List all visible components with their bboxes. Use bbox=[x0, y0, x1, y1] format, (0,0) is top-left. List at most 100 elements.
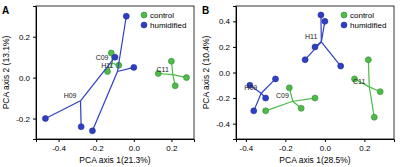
tick-mark bbox=[364, 139, 365, 142]
group-label: H09 bbox=[244, 84, 257, 91]
legend-marker bbox=[141, 12, 147, 18]
legend: controlhumidified bbox=[138, 8, 192, 32]
point bbox=[312, 44, 318, 50]
legend-entry: humidified bbox=[141, 21, 186, 30]
spider-line bbox=[118, 16, 127, 71]
tick-mark bbox=[33, 119, 36, 120]
point bbox=[318, 12, 324, 18]
legend-label: control bbox=[150, 11, 174, 20]
tick: 0.0 bbox=[219, 69, 236, 78]
y-axis-title: PCA axis 2 (13.1%) bbox=[1, 35, 11, 109]
spider-line bbox=[45, 101, 80, 119]
legend: controlhumidified bbox=[338, 8, 392, 32]
tick-label: 0.2 bbox=[359, 144, 371, 153]
point bbox=[263, 108, 269, 114]
point bbox=[263, 95, 269, 101]
legend-label: humidified bbox=[150, 21, 186, 30]
tick-label: 0.2 bbox=[19, 33, 31, 42]
y-axis-title: PCA axis 2 (10.4%) bbox=[201, 35, 211, 109]
tick-label: 0.4 bbox=[219, 17, 231, 26]
tick-label: 0.0 bbox=[19, 74, 31, 83]
spider-line bbox=[81, 57, 115, 101]
tick-mark bbox=[285, 139, 286, 142]
point bbox=[365, 57, 371, 63]
legend-marker bbox=[141, 22, 147, 28]
tick: -0.2 bbox=[90, 139, 104, 153]
tick: -0.4 bbox=[239, 139, 253, 153]
tick: -0.2 bbox=[279, 139, 293, 153]
tick-mark bbox=[96, 139, 97, 142]
point bbox=[123, 13, 129, 19]
x-axis-title: PCA axis 1(21.3%) bbox=[79, 155, 151, 165]
legend-box bbox=[138, 8, 192, 32]
group-label: H11 bbox=[305, 33, 317, 40]
tick-mark bbox=[246, 139, 247, 142]
tick-mark bbox=[233, 21, 236, 22]
axis-line bbox=[33, 7, 37, 140]
tick-label: 0.0 bbox=[129, 144, 141, 153]
point bbox=[251, 108, 257, 114]
legend-label: control bbox=[350, 11, 374, 20]
point bbox=[312, 95, 318, 101]
spider-line bbox=[266, 101, 293, 111]
tick-mark bbox=[33, 78, 36, 79]
y-axis: -0.2 0.0 0.2 bbox=[16, 7, 36, 140]
legend-label: humidified bbox=[350, 21, 386, 30]
legend-entry: control bbox=[141, 11, 174, 20]
spider-line bbox=[92, 71, 117, 130]
tick-label: 0.2 bbox=[219, 43, 231, 52]
tick: 0.0 bbox=[320, 139, 332, 153]
spider-line bbox=[293, 98, 315, 101]
group-label: H11 bbox=[101, 62, 113, 69]
tick-label: -0.2 bbox=[90, 144, 104, 153]
tick-label: 0.2 bbox=[166, 144, 178, 153]
point bbox=[286, 85, 292, 91]
spider-line bbox=[305, 42, 321, 60]
legend-marker bbox=[341, 22, 347, 28]
point bbox=[322, 18, 328, 24]
point bbox=[371, 114, 377, 120]
point bbox=[298, 105, 304, 111]
tick: 0.0 bbox=[129, 139, 141, 153]
axis-line bbox=[233, 7, 237, 140]
legend-entry: control bbox=[341, 11, 374, 20]
panel: -0.4 -0.2 0.0 0.2 -0.2 0.0 0.2 PCA axis 1(21.3%… bbox=[1, 5, 195, 165]
x-axis: -0.4 -0.2 0.0 0.2 bbox=[37, 139, 195, 153]
axis-line bbox=[237, 140, 395, 143]
legend-entry: humidified bbox=[341, 21, 386, 30]
group-label: H09 bbox=[64, 92, 77, 99]
tick: 0.2 bbox=[19, 33, 36, 42]
tick: 0.2 bbox=[359, 139, 371, 153]
spider-line bbox=[321, 42, 340, 66]
tick: -0.4 bbox=[216, 120, 236, 129]
group-label: C09 bbox=[96, 54, 109, 61]
tick: 0.4 bbox=[219, 17, 236, 26]
tick: -0.4 bbox=[52, 139, 66, 153]
point bbox=[42, 116, 48, 122]
panel-title: A bbox=[2, 5, 9, 16]
point bbox=[168, 58, 174, 64]
tick: 0.2 bbox=[219, 43, 236, 52]
tick-label: -0.4 bbox=[239, 144, 253, 153]
plot-frame bbox=[236, 6, 394, 139]
point bbox=[78, 124, 84, 130]
plot-frame bbox=[36, 6, 194, 139]
legend-box bbox=[338, 8, 392, 32]
point bbox=[89, 128, 95, 134]
tick-mark bbox=[33, 37, 36, 38]
tick-mark bbox=[233, 73, 236, 74]
tick-label: -0.4 bbox=[216, 120, 230, 129]
x-axis: -0.4 -0.2 0.0 0.2 bbox=[237, 139, 395, 153]
tick-label: 0.0 bbox=[219, 69, 231, 78]
point bbox=[377, 89, 383, 95]
legend-marker bbox=[341, 12, 347, 18]
tick: 0.2 bbox=[166, 139, 178, 153]
point bbox=[273, 76, 279, 82]
spider-line bbox=[368, 60, 370, 87]
tick-label: -0.2 bbox=[216, 94, 230, 103]
y-axis: -0.4 -0.2 0.0 0.2 0.4 bbox=[216, 7, 236, 140]
tick-mark bbox=[134, 139, 135, 142]
tick-label: -0.2 bbox=[16, 115, 30, 124]
spider-line bbox=[369, 87, 374, 117]
tick-mark bbox=[233, 98, 236, 99]
